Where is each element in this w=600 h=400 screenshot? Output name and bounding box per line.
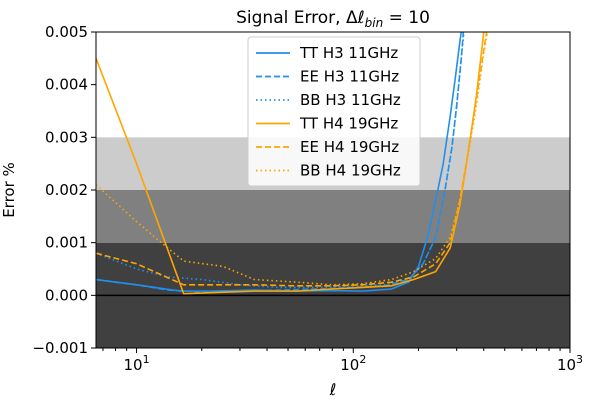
series-line-3 [96,32,485,295]
x-axis-label: ℓ [329,380,337,399]
series-line-2 [96,32,465,289]
y-tick-label-6: 0.005 [45,23,88,41]
chart-title-text: Signal Error, Δℓbin = 10 [236,8,430,30]
legend-label-3: TT H4 19GHz [299,115,398,133]
legend: TT H3 11GHz EE H3 11GHz BB H3 11GHz TT H4 1… [247,36,421,187]
y-tick-label-3: 0.002 [45,181,88,199]
legend-label-1: EE H3 11GHz [300,68,399,86]
y-tick-label-4: 0.003 [45,128,88,146]
series-lines [96,32,489,295]
legend-label-4: EE H4 19GHz [300,138,399,156]
legend-label-0: TT H3 11GHz [299,44,398,62]
y-axis-label: Error % [0,162,18,218]
error-band-1 [96,190,570,243]
y-tick-label-0: −0.001 [32,339,88,357]
y-axis-ticks: −0.001 0.000 0.001 0.002 0.003 0.004 0.005 [32,23,96,357]
chart-title: Signal Error, Δℓbin = 10 [236,8,430,30]
y-tick-label-1: 0.000 [45,286,88,304]
legend-label-5: BB H4 19GHz [300,162,401,180]
x-tick-label-0: 101 [123,353,149,374]
y-tick-label-5: 0.004 [45,76,88,94]
x-tick-label-2: 103 [557,353,583,374]
legend-box [247,36,421,187]
legend-label-2: BB H3 11GHz [300,91,401,109]
x-axis-ticks: 101 102 103 [102,348,583,374]
y-tick-label-2: 0.001 [45,234,88,252]
series-line-0 [96,32,463,292]
x-tick-label-1: 102 [340,353,366,374]
